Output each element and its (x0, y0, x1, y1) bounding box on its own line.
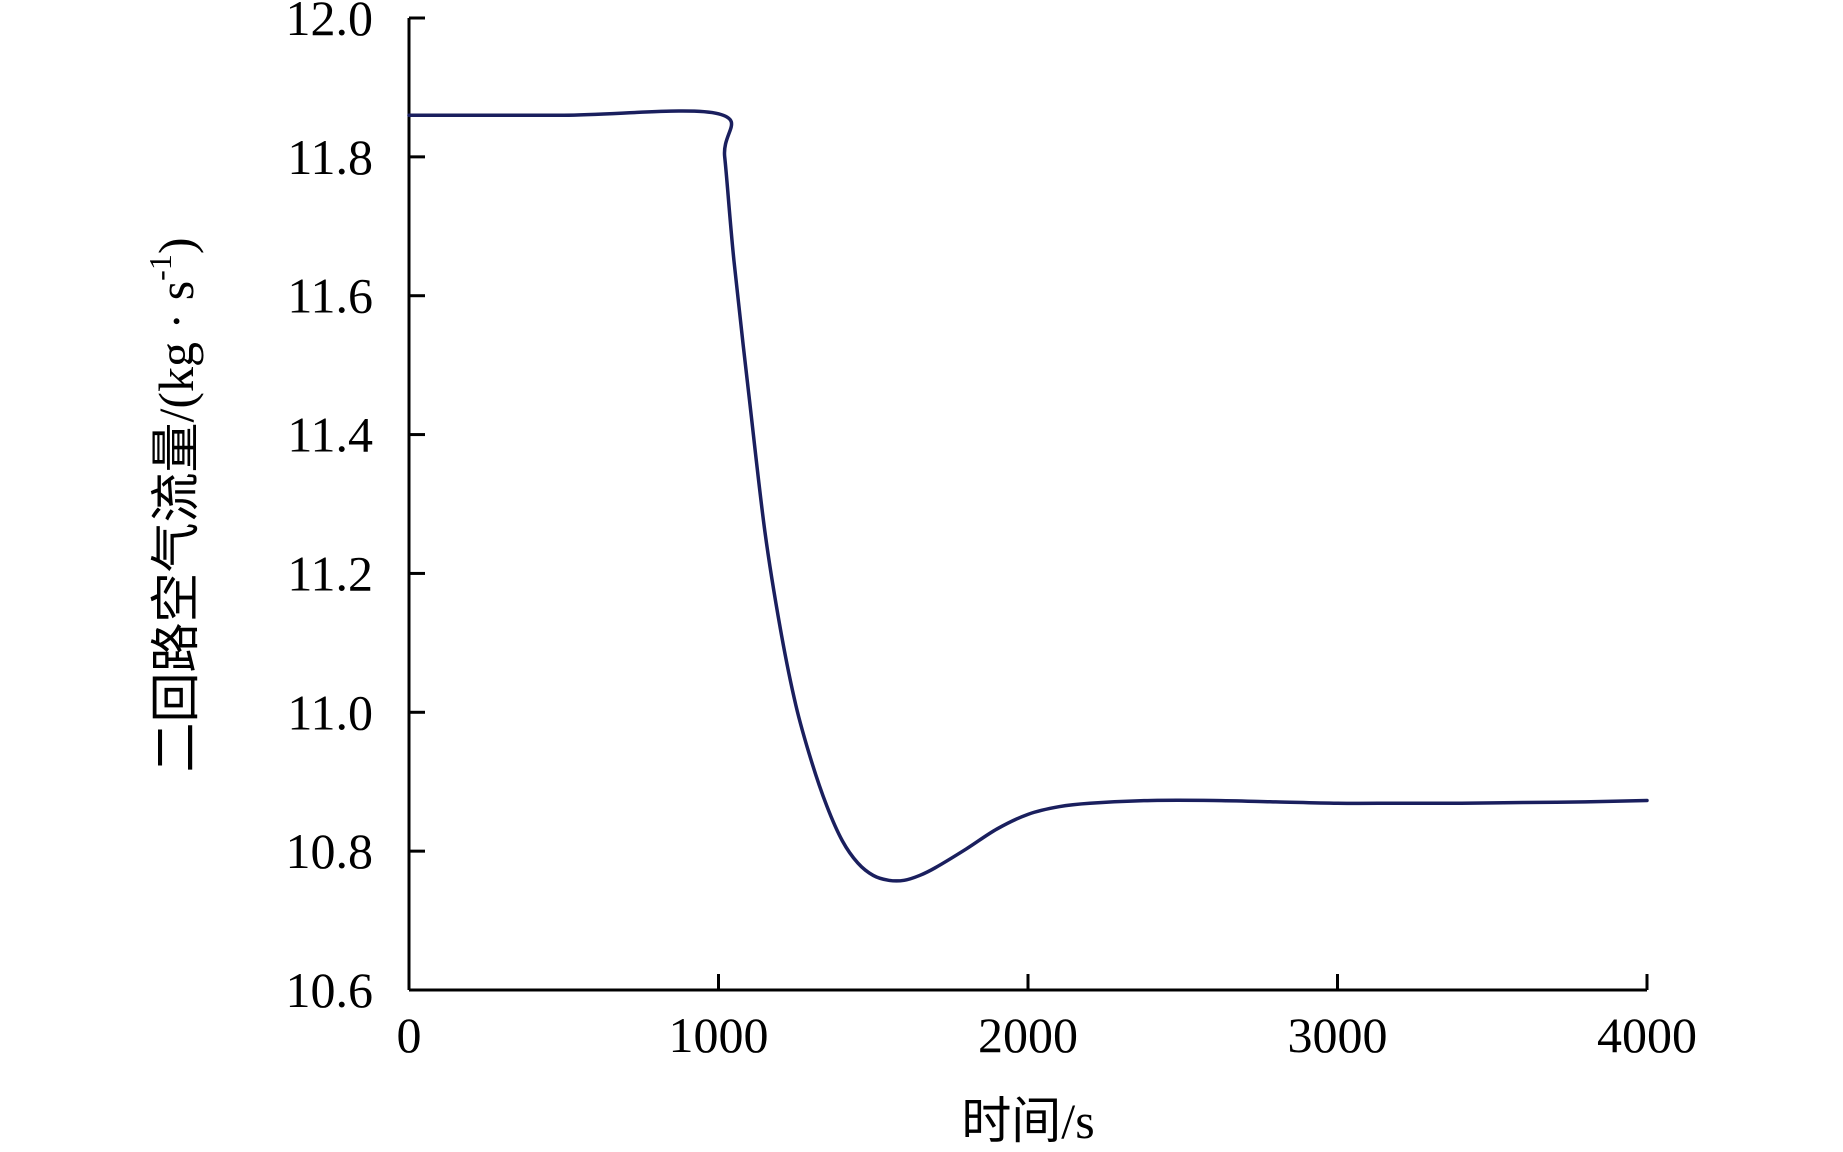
y-axis-title: 二回路空气流量/(kg · s-1) (142, 238, 204, 773)
x-tick-label: 0 (397, 1007, 422, 1063)
y-axis-title-suffix: ) (148, 238, 204, 255)
y-tick-label: 12.0 (286, 0, 374, 46)
x-axis-title: 时间/s (961, 1093, 1094, 1149)
y-tick-label: 11.8 (287, 129, 373, 185)
y-tick-label: 10.8 (286, 823, 374, 879)
x-axis-ticks: 0 1000 2000 3000 4000 (397, 974, 1697, 1063)
series-line (407, 109, 1649, 883)
series-group (407, 109, 1649, 883)
y-tick-label: 11.6 (287, 268, 373, 324)
y-tick-label: 10.6 (286, 962, 374, 1018)
y-tick-label: 11.0 (287, 684, 373, 740)
y-axis-title-main: 二回路空气流量/(kg · s (148, 281, 204, 773)
x-tick-label: 1000 (669, 1007, 769, 1063)
y-tick-label: 11.2 (287, 545, 373, 601)
x-tick-label: 4000 (1597, 1007, 1697, 1063)
y-axis-title-superscript: -1 (142, 254, 178, 281)
y-tick-label: 11.4 (287, 407, 373, 463)
y-axis-ticks: 10.6 10.8 11.0 11.2 11.4 11.6 11.8 12.0 (286, 0, 425, 1018)
x-tick-label: 2000 (978, 1007, 1078, 1063)
axes (407, 18, 1647, 992)
x-tick-label: 3000 (1288, 1007, 1388, 1063)
